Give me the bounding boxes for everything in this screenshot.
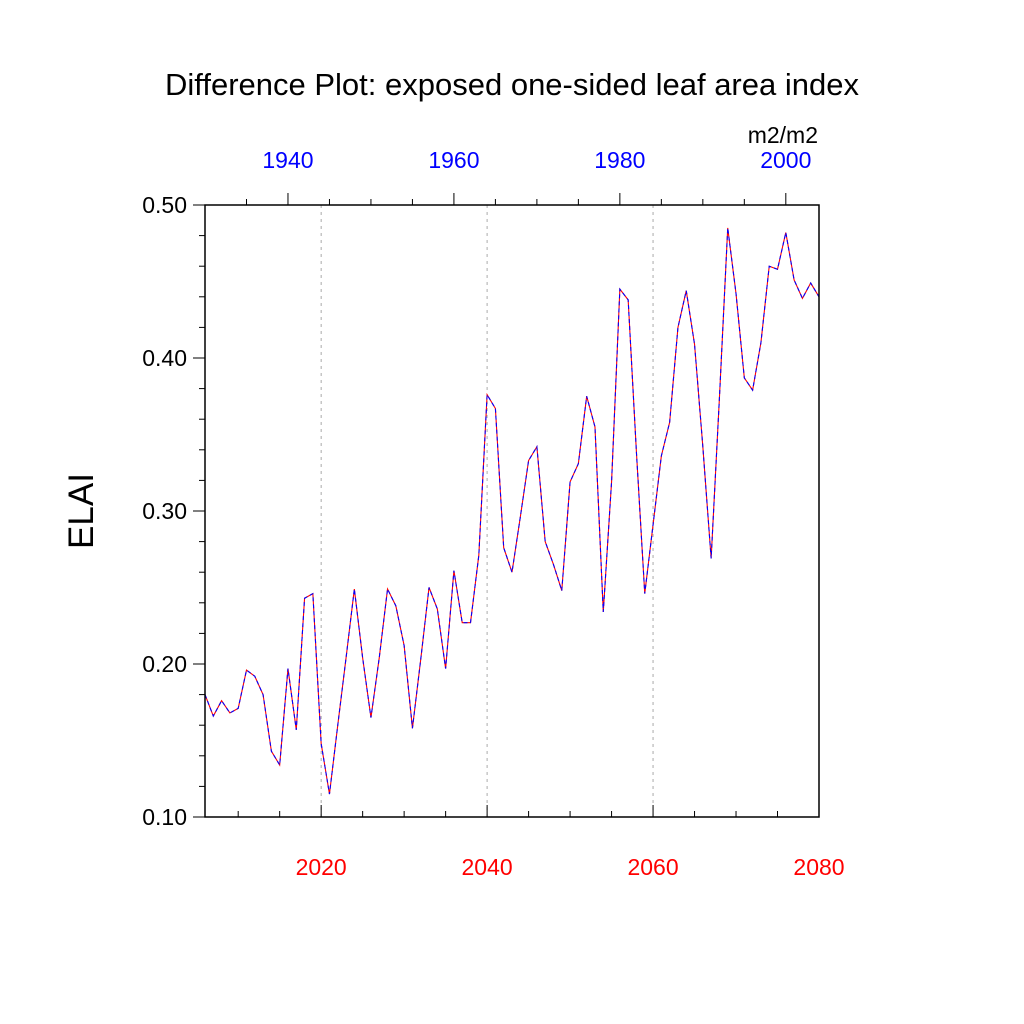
y-axis-label: ELAI — [62, 473, 101, 549]
units-label: m2/m2 — [748, 122, 818, 148]
grid-lines — [320, 205, 654, 817]
series-lines — [204, 227, 820, 795]
y-tick-label: 0.20 — [142, 651, 187, 677]
top-x-tick-label: 1940 — [262, 147, 313, 173]
chart-title: Difference Plot: exposed one-sided leaf … — [165, 67, 859, 102]
series-line-2 — [204, 227, 820, 795]
top-x-tick-label: 1980 — [594, 147, 645, 173]
bottom-x-tick-label: 2040 — [462, 854, 513, 880]
bottom-x-tick-label: 2020 — [296, 854, 347, 880]
bottom-x-tick-label: 2060 — [627, 854, 678, 880]
bottom-x-ticks: 2020 2040 2060 2080 — [237, 805, 845, 880]
top-x-tick-label: 1960 — [428, 147, 479, 173]
y-tick-label: 0.50 — [142, 192, 187, 218]
y-tick-label: 0.40 — [142, 345, 187, 371]
bottom-x-tick-label: 2080 — [793, 854, 844, 880]
plot-frame — [204, 204, 820, 818]
y-tick-label: 0.10 — [142, 804, 187, 830]
top-x-tick-label: 2000 — [760, 147, 811, 173]
series-line-1 — [204, 227, 820, 795]
y-ticks: 0.10 0.20 0.30 0.40 0.50 — [142, 192, 205, 830]
y-tick-label: 0.30 — [142, 498, 187, 524]
top-x-ticks: 1940 1960 1980 2000 — [245, 147, 811, 205]
